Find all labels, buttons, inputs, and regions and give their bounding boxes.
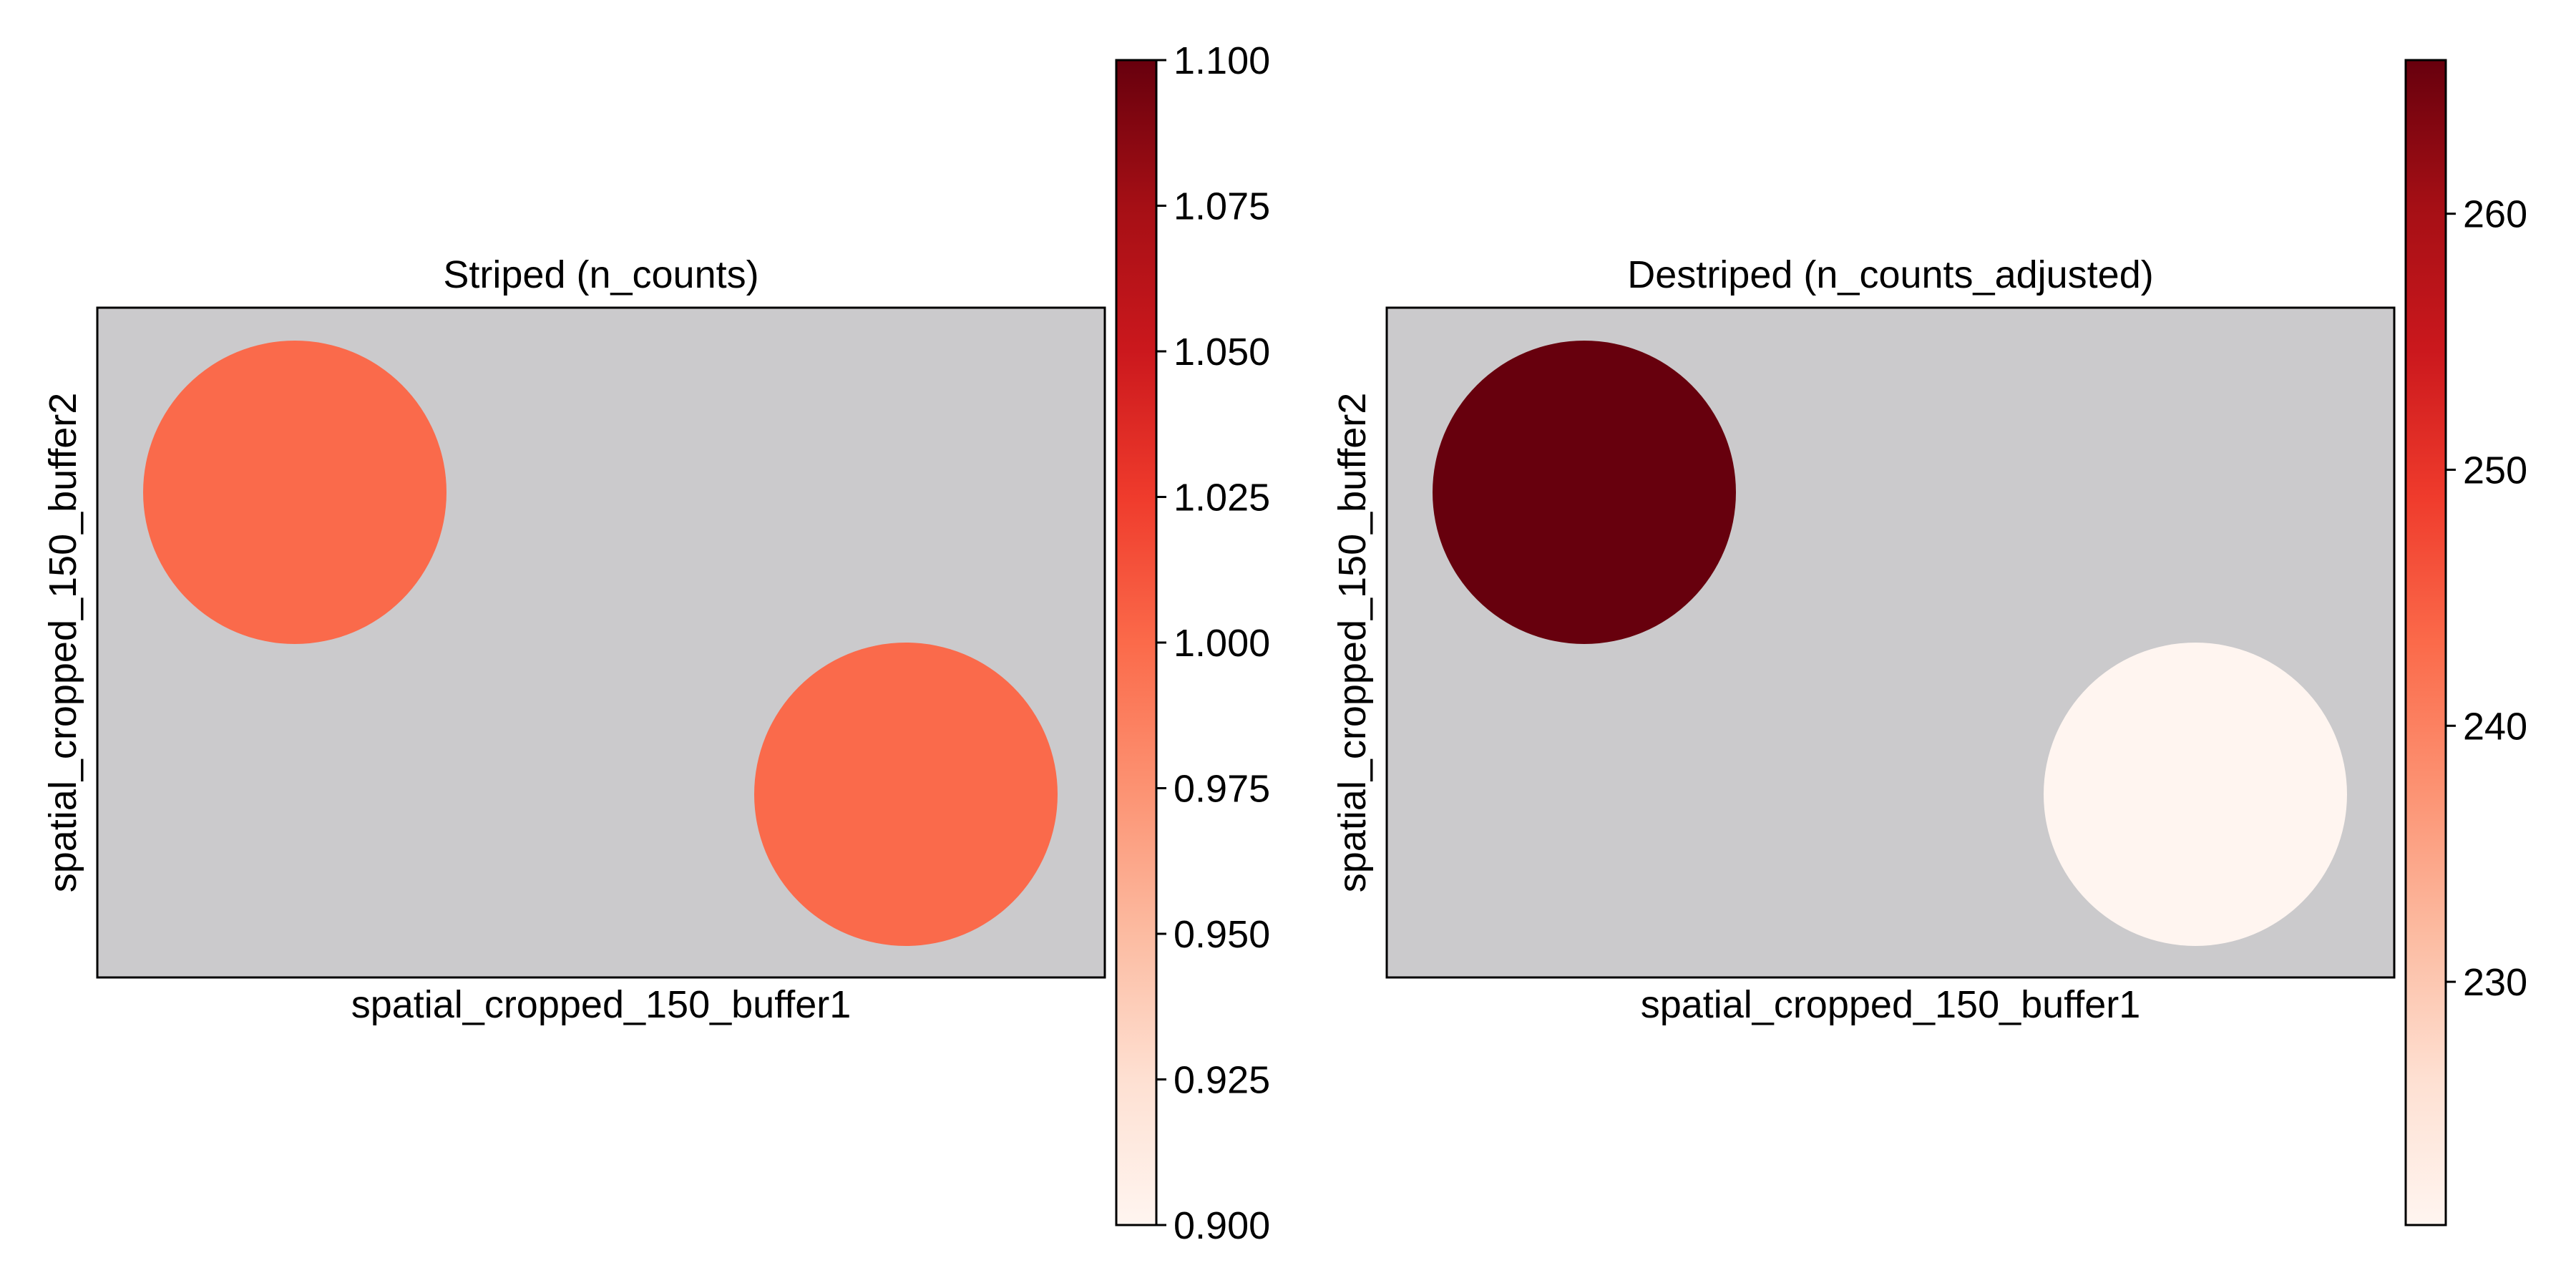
spot-point xyxy=(143,341,447,644)
colorbar-tick-label: 1.100 xyxy=(1174,39,1270,82)
panel-1-points xyxy=(143,341,1058,946)
colorbar-tick-label: 1.025 xyxy=(1174,477,1270,519)
colorbar-tick-label: 240 xyxy=(2463,705,2527,748)
panel-destriped: Destriped (n_counts_adjusted) spatial_cr… xyxy=(1331,59,2527,1226)
panel-1-colorbar-gradient xyxy=(1115,59,1158,1226)
colorbar-tick-label: 0.925 xyxy=(1174,1059,1270,1102)
panel-2-xlabel: spatial_cropped_150_buffer1 xyxy=(1641,983,2141,1026)
colorbar-tick-label: 1.075 xyxy=(1174,185,1270,228)
colorbar-tick-label: 260 xyxy=(2463,193,2527,236)
panel-1-ylabel: spatial_cropped_150_buffer2 xyxy=(42,393,84,893)
colorbar-tick-label: 1.050 xyxy=(1174,331,1270,374)
colorbar-tick-label: 0.975 xyxy=(1174,768,1270,811)
colorbar-tick-label: 0.950 xyxy=(1174,913,1270,956)
panel-1-xlabel: spatial_cropped_150_buffer1 xyxy=(351,983,852,1026)
panel-striped: Striped (n_counts) spatial_cropped_150_b… xyxy=(42,39,1270,1247)
colorbar-tick-label: 1.000 xyxy=(1174,622,1270,665)
spot-point xyxy=(1433,341,1736,644)
spot-point xyxy=(754,643,1058,946)
colorbar-tick-label: 230 xyxy=(2463,961,2527,1004)
panel-2-colorbar-ticks: 230 240 250 260 xyxy=(2446,193,2527,1004)
panel-2-colorbar-gradient xyxy=(2404,59,2447,1226)
panel-2-axes-frame xyxy=(1385,306,2396,979)
panel-1-colorbar: 0.900 0.925 0.950 0.975 1.000 1.025 1.050 1.075… xyxy=(1115,39,1270,1247)
colorbar-tick-label: 0.900 xyxy=(1174,1204,1270,1247)
panel-2-points xyxy=(1433,341,2347,946)
spot-point xyxy=(2044,643,2347,946)
panel-2-title: Destriped (n_counts_adjusted) xyxy=(1627,253,2153,296)
panel-1-axes-frame xyxy=(96,306,1106,979)
panel-1-title: Striped (n_counts) xyxy=(443,253,758,296)
panel-2-colorbar: 230 240 250 260 xyxy=(2404,59,2527,1226)
panel-2-ylabel: spatial_cropped_150_buffer2 xyxy=(1331,393,1374,893)
colorbar-tick-label: 250 xyxy=(2463,449,2527,492)
panel-1-colorbar-ticks: 0.900 0.925 0.950 0.975 1.000 1.025 1.050 1.075… xyxy=(1156,39,1270,1247)
